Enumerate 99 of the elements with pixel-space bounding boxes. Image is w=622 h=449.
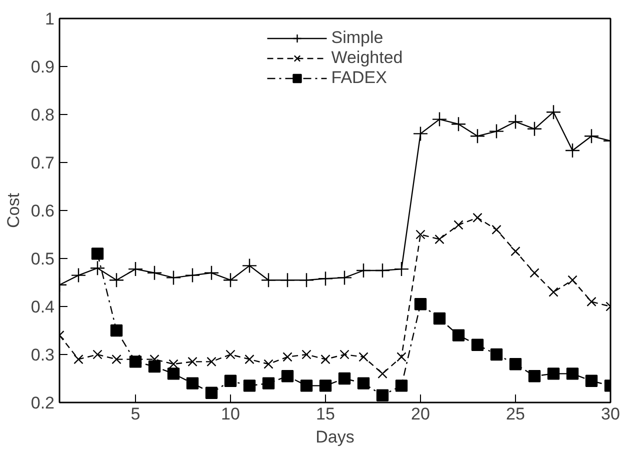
point bbox=[338, 372, 351, 385]
x-tick-label: 30 bbox=[601, 404, 620, 424]
point bbox=[585, 374, 598, 387]
y-tick-label: 0.6 bbox=[30, 202, 55, 220]
point bbox=[242, 258, 258, 274]
point bbox=[320, 354, 330, 364]
point bbox=[188, 356, 198, 367]
y-tick-label: 0.8 bbox=[30, 106, 55, 124]
point bbox=[243, 380, 256, 392]
point bbox=[112, 354, 122, 364]
point bbox=[454, 220, 464, 230]
legend-label: FADEX bbox=[331, 68, 387, 88]
point bbox=[186, 377, 199, 390]
point bbox=[70, 268, 86, 283]
point bbox=[204, 265, 220, 280]
point bbox=[128, 261, 144, 277]
point bbox=[450, 116, 466, 132]
point bbox=[110, 324, 123, 337]
point bbox=[224, 374, 237, 387]
point bbox=[528, 370, 541, 382]
point bbox=[568, 275, 578, 285]
legend-label: Weighted bbox=[331, 48, 403, 68]
point bbox=[432, 112, 448, 127]
point bbox=[226, 350, 236, 360]
x-tick-label: 25 bbox=[506, 404, 525, 424]
point bbox=[264, 359, 274, 369]
point bbox=[205, 386, 218, 399]
point bbox=[396, 352, 406, 362]
point bbox=[90, 260, 106, 276]
point bbox=[472, 212, 482, 223]
point bbox=[548, 287, 558, 297]
point bbox=[378, 368, 388, 379]
point bbox=[184, 268, 200, 283]
point bbox=[167, 368, 180, 380]
y-tick-label: 0.9 bbox=[30, 58, 55, 76]
point bbox=[566, 368, 579, 380]
point bbox=[281, 370, 294, 382]
point bbox=[526, 121, 542, 136]
point bbox=[74, 354, 84, 364]
x-axis-title: Days bbox=[316, 428, 354, 446]
point bbox=[340, 350, 350, 360]
y-axis-title: Cost bbox=[4, 192, 23, 228]
y-tick-label: 0.4 bbox=[30, 298, 55, 316]
point bbox=[508, 114, 524, 130]
point bbox=[586, 296, 596, 307]
point bbox=[222, 272, 238, 288]
y-tick-label: 0.5 bbox=[30, 250, 55, 268]
point bbox=[394, 261, 410, 277]
y-tick-label: 0.7 bbox=[30, 154, 55, 172]
point bbox=[262, 377, 275, 390]
point bbox=[300, 380, 313, 392]
point bbox=[546, 104, 562, 120]
point bbox=[492, 224, 502, 235]
point bbox=[510, 246, 520, 256]
point bbox=[547, 368, 560, 380]
point bbox=[358, 352, 368, 362]
point bbox=[357, 377, 370, 390]
point bbox=[509, 358, 522, 370]
point bbox=[376, 389, 389, 402]
point bbox=[282, 352, 292, 362]
point bbox=[260, 272, 276, 288]
y-tick-label: 0.3 bbox=[30, 346, 55, 364]
x-tick-label: 15 bbox=[316, 404, 335, 424]
point bbox=[471, 338, 484, 351]
point bbox=[530, 268, 540, 278]
point bbox=[318, 271, 334, 286]
point bbox=[584, 128, 600, 144]
y-tick-label: 1 bbox=[45, 10, 55, 28]
x-tick-label: 10 bbox=[221, 404, 240, 424]
point bbox=[166, 270, 182, 286]
point bbox=[92, 350, 102, 360]
point bbox=[336, 270, 352, 286]
point bbox=[356, 262, 372, 278]
point bbox=[298, 272, 314, 288]
point bbox=[488, 124, 504, 139]
point bbox=[433, 312, 446, 325]
point bbox=[564, 142, 580, 158]
point bbox=[280, 272, 296, 288]
x-tick-label: 5 bbox=[130, 404, 140, 424]
point bbox=[470, 128, 486, 144]
point bbox=[395, 380, 408, 392]
point bbox=[168, 359, 178, 369]
point bbox=[374, 262, 390, 278]
point bbox=[434, 234, 444, 244]
point bbox=[412, 126, 428, 142]
point bbox=[319, 380, 332, 392]
y-tick-label: 0.2 bbox=[30, 394, 55, 412]
point bbox=[416, 230, 426, 240]
point bbox=[452, 329, 465, 342]
point bbox=[206, 356, 216, 367]
point bbox=[108, 272, 124, 288]
point bbox=[414, 298, 427, 310]
point bbox=[244, 354, 254, 364]
legend-label: Simple bbox=[331, 28, 384, 48]
point bbox=[146, 265, 162, 280]
point bbox=[91, 248, 104, 260]
point bbox=[302, 350, 312, 360]
point bbox=[490, 348, 503, 361]
x-tick-label: 20 bbox=[411, 404, 430, 424]
